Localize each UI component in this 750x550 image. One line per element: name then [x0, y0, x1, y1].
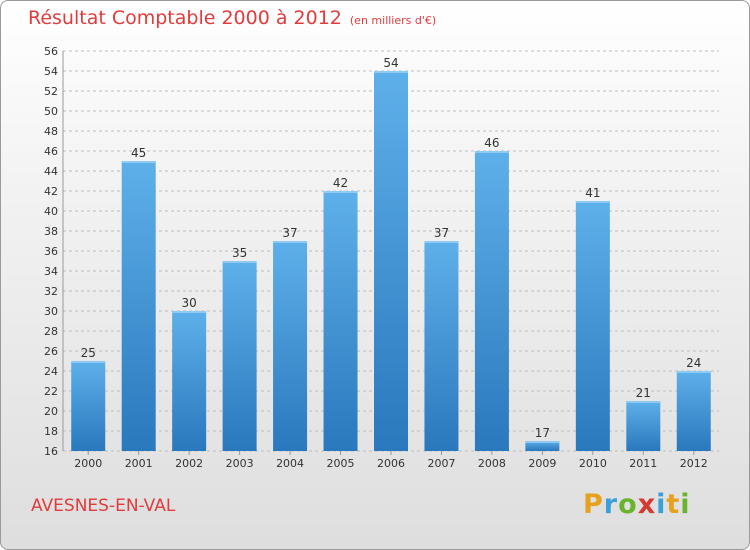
x-tick-label-2008: 2008 — [478, 457, 506, 470]
data-label-2006: 54 — [383, 56, 398, 70]
logo-letter: x — [637, 489, 657, 520]
bar-top-highlight — [626, 401, 661, 403]
y-axis-ticks: 16 18 20 22 24 26 28 30 32 34 36 38 40 42 44 46 48 50 52 54… — [44, 45, 58, 458]
bar-top-highlight — [71, 361, 106, 363]
title-unit: (en milliers d'€) — [349, 14, 437, 27]
y-tick-label: 18 — [44, 425, 58, 438]
y-tick-label: 16 — [44, 445, 58, 458]
bar-2012 — [676, 371, 711, 451]
y-tick-label: 20 — [44, 405, 58, 418]
data-label-2009: 17 — [535, 426, 550, 440]
logo-letter: t — [666, 489, 681, 520]
data-label-2012: 24 — [686, 356, 701, 370]
bar-2004 — [273, 241, 308, 451]
x-tick-label-2010: 2010 — [579, 457, 607, 470]
y-tick-label: 32 — [44, 285, 58, 298]
data-label-2001: 45 — [131, 146, 146, 160]
y-tick-label: 38 — [44, 225, 58, 238]
bar-top-highlight — [676, 371, 711, 373]
data-label-2005: 42 — [333, 176, 348, 190]
y-tick-label: 30 — [44, 305, 58, 318]
bar-top-highlight — [323, 191, 358, 193]
y-tick-label: 26 — [44, 345, 58, 358]
data-label-2002: 30 — [182, 296, 197, 310]
x-tick-label-2007: 2007 — [427, 457, 455, 470]
bar-top-highlight — [575, 201, 610, 203]
x-tick-label-2005: 2005 — [327, 457, 355, 470]
x-axis-ticks: 2000 2001 2002 2003 2004 2005 2006 2007 2008 2009… — [74, 451, 708, 470]
bar-top-highlight — [374, 71, 408, 73]
bar-2008 — [474, 151, 509, 451]
y-tick-label: 40 — [44, 205, 58, 218]
y-tick-label: 48 — [44, 125, 58, 138]
logo-letter: o — [618, 489, 638, 520]
bar-top-highlight — [525, 441, 560, 443]
x-tick-label-2003: 2003 — [226, 457, 254, 470]
x-tick-label-2012: 2012 — [680, 457, 708, 470]
data-label-2007: 37 — [434, 226, 449, 240]
y-tick-label: 56 — [44, 45, 58, 58]
y-tick-label: 22 — [44, 385, 58, 398]
bar-top-highlight — [273, 241, 308, 243]
x-tick-label-2002: 2002 — [175, 457, 203, 470]
bar-2007 — [424, 241, 459, 451]
logo-letter: P — [583, 489, 604, 520]
bars — [71, 71, 711, 451]
bar-top-highlight — [121, 161, 156, 163]
bar-2003 — [222, 261, 257, 451]
bar-2006 — [374, 71, 408, 451]
bar-2009 — [525, 441, 560, 451]
proxiti-logo[interactable]: Proxiti — [583, 489, 691, 520]
y-tick-label: 50 — [44, 105, 58, 118]
bar-2005 — [323, 191, 358, 451]
x-tick-label-2004: 2004 — [276, 457, 304, 470]
bar-top-highlight — [172, 311, 207, 313]
data-label-2000: 25 — [81, 346, 96, 360]
data-label-2010: 41 — [585, 186, 600, 200]
bar-2001 — [121, 161, 156, 451]
y-tick-label: 52 — [44, 85, 58, 98]
data-label-2003: 35 — [232, 246, 247, 260]
bar-chart: 16 18 20 22 24 26 28 30 32 34 36 38 40 42 44 46 48 50 52 54… — [44, 45, 719, 470]
x-tick-label-2009: 2009 — [528, 457, 556, 470]
bar-2011 — [626, 401, 661, 451]
y-tick-label: 34 — [44, 265, 58, 278]
y-tick-label: 36 — [44, 245, 58, 258]
data-label-2004: 37 — [282, 226, 297, 240]
data-label-2011: 21 — [636, 386, 651, 400]
data-labels: 25 45 30 35 37 42 54 37 46 17 41 21 24 — [81, 56, 702, 440]
logo-letter: i — [680, 489, 691, 520]
bar-2010 — [575, 201, 610, 451]
x-tick-label-2000: 2000 — [74, 457, 102, 470]
title-text: Résultat Comptable 2000 à 2012 — [28, 7, 342, 29]
y-tick-label: 24 — [44, 365, 58, 378]
y-tick-label: 28 — [44, 325, 58, 338]
y-tick-label: 44 — [44, 165, 58, 178]
bar-2002 — [172, 311, 207, 451]
logo-letter: r — [603, 489, 619, 520]
bar-top-highlight — [474, 151, 509, 153]
x-tick-label-2011: 2011 — [629, 457, 657, 470]
logo-letter: i — [656, 489, 667, 520]
bar-top-highlight — [424, 241, 459, 243]
y-tick-label: 46 — [44, 145, 58, 158]
bar-2000 — [71, 361, 106, 451]
chart-title: Résultat Comptable 2000 à 2012 (en millie… — [28, 7, 436, 29]
data-label-2008: 46 — [484, 136, 499, 150]
y-tick-label: 42 — [44, 185, 58, 198]
bar-top-highlight — [222, 261, 257, 263]
x-tick-label-2001: 2001 — [125, 457, 153, 470]
y-tick-label: 54 — [44, 65, 58, 78]
x-tick-label-2006: 2006 — [377, 457, 405, 470]
place-name: AVESNES-EN-VAL — [31, 496, 176, 516]
